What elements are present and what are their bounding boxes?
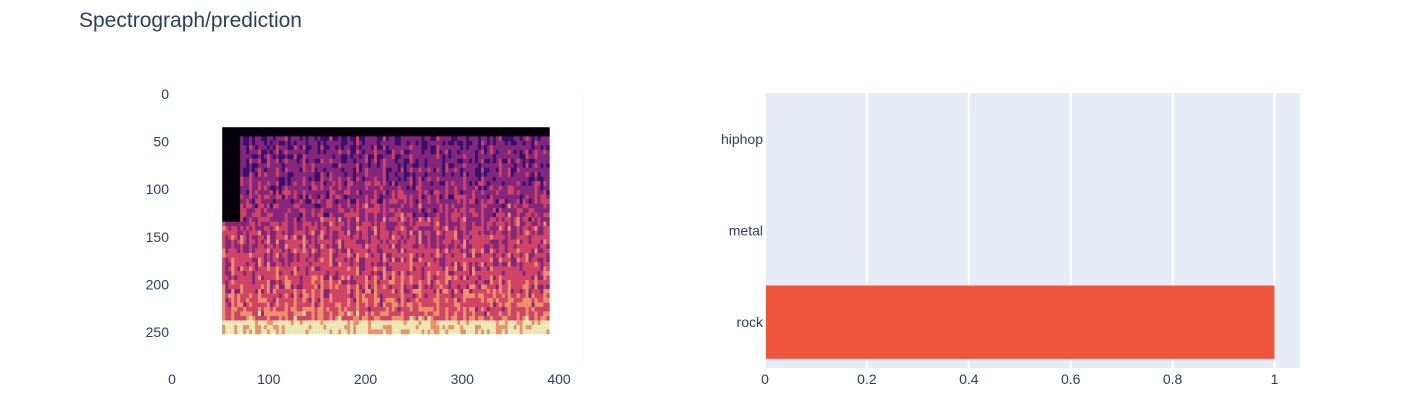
bar-x-tick-label: 0.6 bbox=[1061, 371, 1081, 387]
spec-x-tick-label: 400 bbox=[547, 371, 571, 387]
prediction-bar-panel: 0 0.2 0.4 0.6 0.8 1 rock metal hiphop bbox=[721, 93, 1300, 387]
spectrogram-image bbox=[222, 127, 550, 335]
chart-title: Spectrograph/prediction bbox=[79, 9, 302, 32]
spec-x-tick-label: 200 bbox=[354, 371, 378, 387]
category-label-hiphop: hiphop bbox=[721, 131, 763, 147]
spec-y-tick-label: 100 bbox=[146, 181, 170, 197]
bar-x-tick-label: 0.2 bbox=[857, 371, 877, 387]
spec-y-tick-label: 0 bbox=[161, 86, 169, 102]
spectrogram-panel: 0 50 100 150 200 250 0 100 200 300 400 bbox=[146, 86, 584, 387]
spec-x-tick-label: 100 bbox=[257, 371, 281, 387]
spec-x-tick-label: 0 bbox=[168, 371, 176, 387]
spec-y-tick-label: 150 bbox=[146, 229, 170, 245]
spec-y-tick-label: 250 bbox=[146, 324, 170, 340]
category-label-rock: rock bbox=[737, 314, 764, 330]
bar-x-tick-label: 0.4 bbox=[959, 371, 979, 387]
spec-y-tick-label: 50 bbox=[153, 134, 169, 150]
spec-x-tick-label: 300 bbox=[451, 371, 475, 387]
spec-y-tick-label: 200 bbox=[146, 276, 170, 292]
bar-x-tick-label: 0 bbox=[761, 371, 769, 387]
bar-x-tick-label: 1 bbox=[1271, 371, 1279, 387]
bar-x-tick-label: 0.8 bbox=[1163, 371, 1183, 387]
category-label-metal: metal bbox=[729, 223, 763, 239]
bar-rock[interactable] bbox=[765, 285, 1275, 359]
